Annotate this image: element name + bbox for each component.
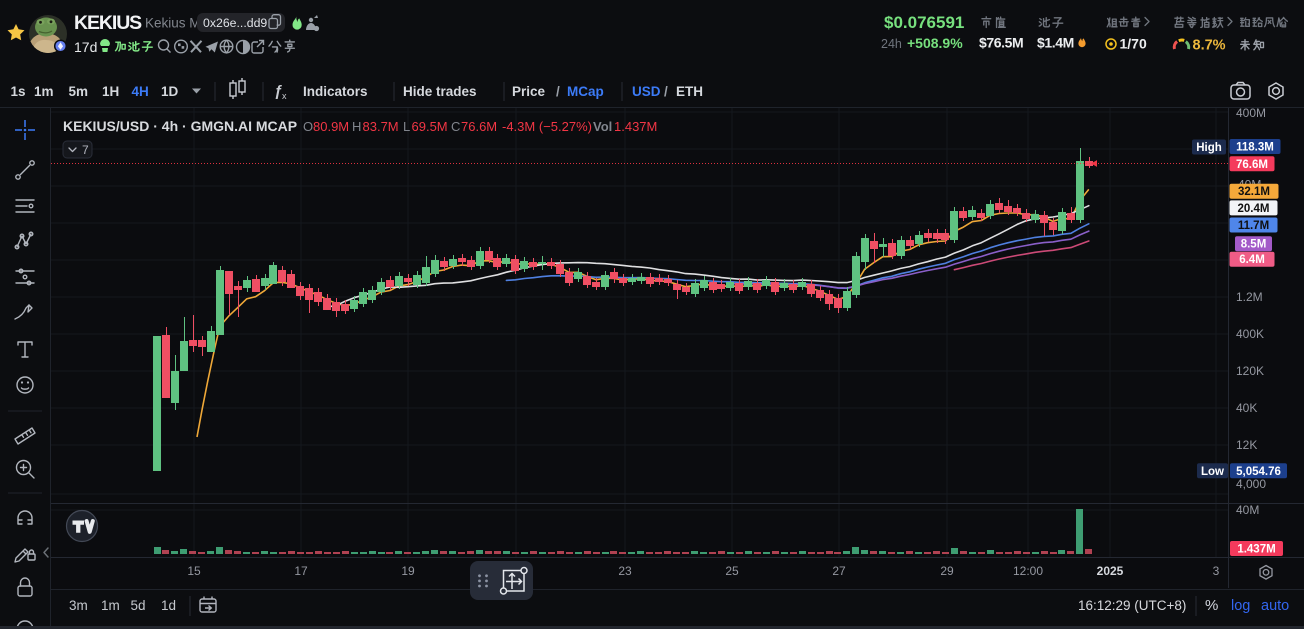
svg-text:MCap: MCap (567, 84, 604, 99)
svg-text:1H: 1H (102, 84, 119, 99)
svg-text:$76.5M: $76.5M (979, 35, 1023, 51)
svg-text:1.2M: 1.2M (1236, 290, 1263, 304)
svg-text:Indicators: Indicators (303, 84, 368, 99)
svg-text:83.7M: 83.7M (363, 119, 399, 134)
svg-text:29: 29 (940, 564, 954, 578)
svg-text:15: 15 (187, 564, 201, 578)
svg-text:KEKIUS/USD · 4h · GMGN.AI MCAP: KEKIUS/USD · 4h · GMGN.AI MCAP (63, 118, 297, 134)
svg-text:5m: 5m (69, 84, 89, 99)
svg-text:0x26e...dd9: 0x26e...dd9 (203, 16, 267, 30)
svg-text:Kekius M: Kekius M (145, 16, 201, 31)
svg-text:1/70: 1/70 (1120, 36, 1147, 52)
svg-text:80.9M: 80.9M (313, 119, 349, 134)
svg-text:-4.3M (−5.27%): -4.3M (−5.27%) (502, 119, 592, 134)
svg-text:16:12:29 (UTC+8): 16:12:29 (UTC+8) (1078, 598, 1186, 613)
svg-text:1m: 1m (101, 598, 120, 613)
svg-text:20.4M: 20.4M (1238, 203, 1270, 215)
svg-text:C: C (451, 119, 460, 134)
svg-text:5,054.76: 5,054.76 (1236, 466, 1281, 478)
svg-text:1.437M: 1.437M (614, 119, 657, 134)
svg-text:12K: 12K (1236, 438, 1257, 452)
svg-text:19: 19 (401, 564, 415, 578)
svg-text:Price: Price (512, 84, 546, 99)
svg-text:2025: 2025 (1097, 564, 1124, 578)
svg-text:118.3M: 118.3M (1236, 142, 1274, 154)
svg-text:%: % (1205, 597, 1218, 614)
svg-text:24h: 24h (881, 37, 902, 51)
svg-text:3: 3 (1213, 564, 1220, 578)
svg-text:76.6M: 76.6M (1236, 159, 1268, 171)
svg-text:69.5M: 69.5M (412, 119, 448, 134)
svg-text:1D: 1D (161, 84, 179, 99)
svg-text:High: High (1196, 142, 1222, 154)
svg-text:1d: 1d (161, 598, 176, 613)
svg-text:6.4M: 6.4M (1239, 254, 1265, 266)
svg-text:76.6M: 76.6M (461, 119, 497, 134)
svg-text:17d: 17d (74, 39, 97, 55)
svg-text:120K: 120K (1236, 364, 1264, 378)
svg-text:Low: Low (1201, 466, 1224, 478)
svg-text:23: 23 (618, 564, 632, 578)
svg-text:400M: 400M (1236, 106, 1266, 120)
svg-text:1m: 1m (34, 84, 54, 99)
svg-text:L: L (403, 119, 410, 134)
svg-text:27: 27 (832, 564, 846, 578)
svg-text:400K: 400K (1236, 327, 1264, 341)
svg-text:H: H (352, 119, 361, 134)
svg-text:11.7M: 11.7M (1238, 220, 1269, 232)
svg-text:5d: 5d (131, 598, 146, 613)
svg-text:/: / (664, 84, 668, 99)
svg-text:$0.076591: $0.076591 (884, 13, 964, 32)
svg-text:40M: 40M (1236, 503, 1259, 517)
svg-text:8.5M: 8.5M (1241, 239, 1267, 251)
svg-text:$1.4M: $1.4M (1037, 35, 1074, 51)
svg-text:O: O (303, 119, 313, 134)
svg-text:auto: auto (1261, 598, 1289, 614)
svg-text:log: log (1231, 598, 1250, 614)
svg-text:3m: 3m (69, 598, 88, 613)
svg-text:x: x (282, 91, 287, 101)
svg-text:1s: 1s (11, 84, 26, 99)
svg-text:25: 25 (725, 564, 739, 578)
svg-text:32.1M: 32.1M (1238, 186, 1270, 198)
svg-text:Hide trades: Hide trades (403, 84, 477, 99)
svg-text:12:00: 12:00 (1013, 564, 1043, 578)
svg-text:1.437M: 1.437M (1237, 544, 1275, 556)
svg-text:KEKIUS: KEKIUS (74, 12, 142, 34)
svg-text:4,000: 4,000 (1236, 477, 1266, 491)
svg-text:40K: 40K (1236, 401, 1257, 415)
svg-text:Vol: Vol (593, 119, 612, 134)
svg-text:ETH: ETH (676, 84, 703, 99)
svg-text:USD: USD (632, 84, 661, 99)
svg-text:ƒ: ƒ (274, 83, 282, 100)
svg-text:7: 7 (82, 143, 89, 157)
svg-text:8.7%: 8.7% (1193, 38, 1226, 54)
svg-text:/: / (556, 84, 560, 99)
svg-text:17: 17 (294, 564, 308, 578)
svg-text:+508.9%: +508.9% (907, 35, 963, 51)
svg-text:4H: 4H (132, 84, 149, 99)
